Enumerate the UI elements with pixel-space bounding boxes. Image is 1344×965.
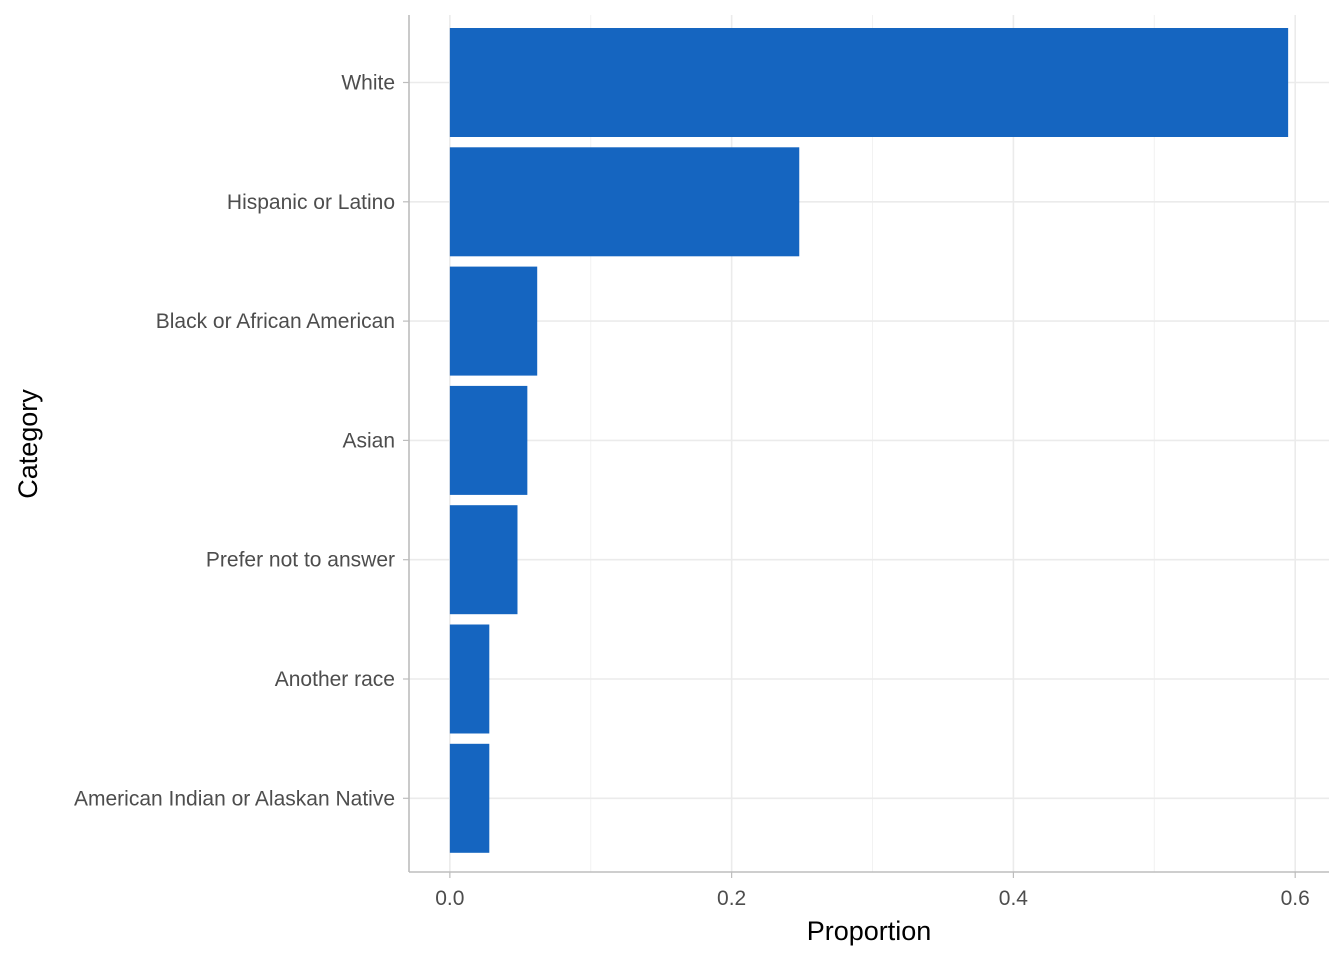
bar: White: 0.595 <box>449 28 1289 137</box>
axis-layer <box>403 15 1329 878</box>
y-tick-label: White <box>341 72 395 95</box>
y-tick-label: Black or African American <box>156 310 395 333</box>
bar: Hispanic or Latino: 0.248 <box>449 147 800 257</box>
bar: Another race: 0.028 <box>449 624 490 734</box>
y-tick-label: Prefer not to answer <box>206 549 395 572</box>
y-tick-label: American Indian or Alaskan Native <box>74 787 395 810</box>
x-tick-label: 0.2 <box>717 887 746 910</box>
y-tick-label: Another race <box>275 668 395 691</box>
y-tick-label: Asian <box>342 429 395 452</box>
x-axis-title: Proportion <box>807 916 932 946</box>
x-tick-label: 0.6 <box>1281 887 1310 910</box>
bar: Prefer not to answer: 0.048 <box>449 505 518 615</box>
bar: Black or African American: 0.062 <box>449 266 538 376</box>
bar: American Indian or Alaskan Native: 0.028 <box>449 743 490 853</box>
x-tick-label: 0.4 <box>999 887 1029 910</box>
y-axis-title: Category <box>13 389 43 499</box>
grid-layer <box>409 15 1329 872</box>
bar: Asian: 0.055 <box>449 385 528 495</box>
y-tick-label: Hispanic or Latino <box>227 191 395 214</box>
x-tick-label: 0.0 <box>435 887 464 910</box>
label-layer: 0.0 0.2 0.4 0.6 White Hispanic or Latino Black… <box>74 72 1310 911</box>
bar-layer: White: 0.595Hispanic or Latino: 0.248 Bla… <box>449 28 1289 853</box>
